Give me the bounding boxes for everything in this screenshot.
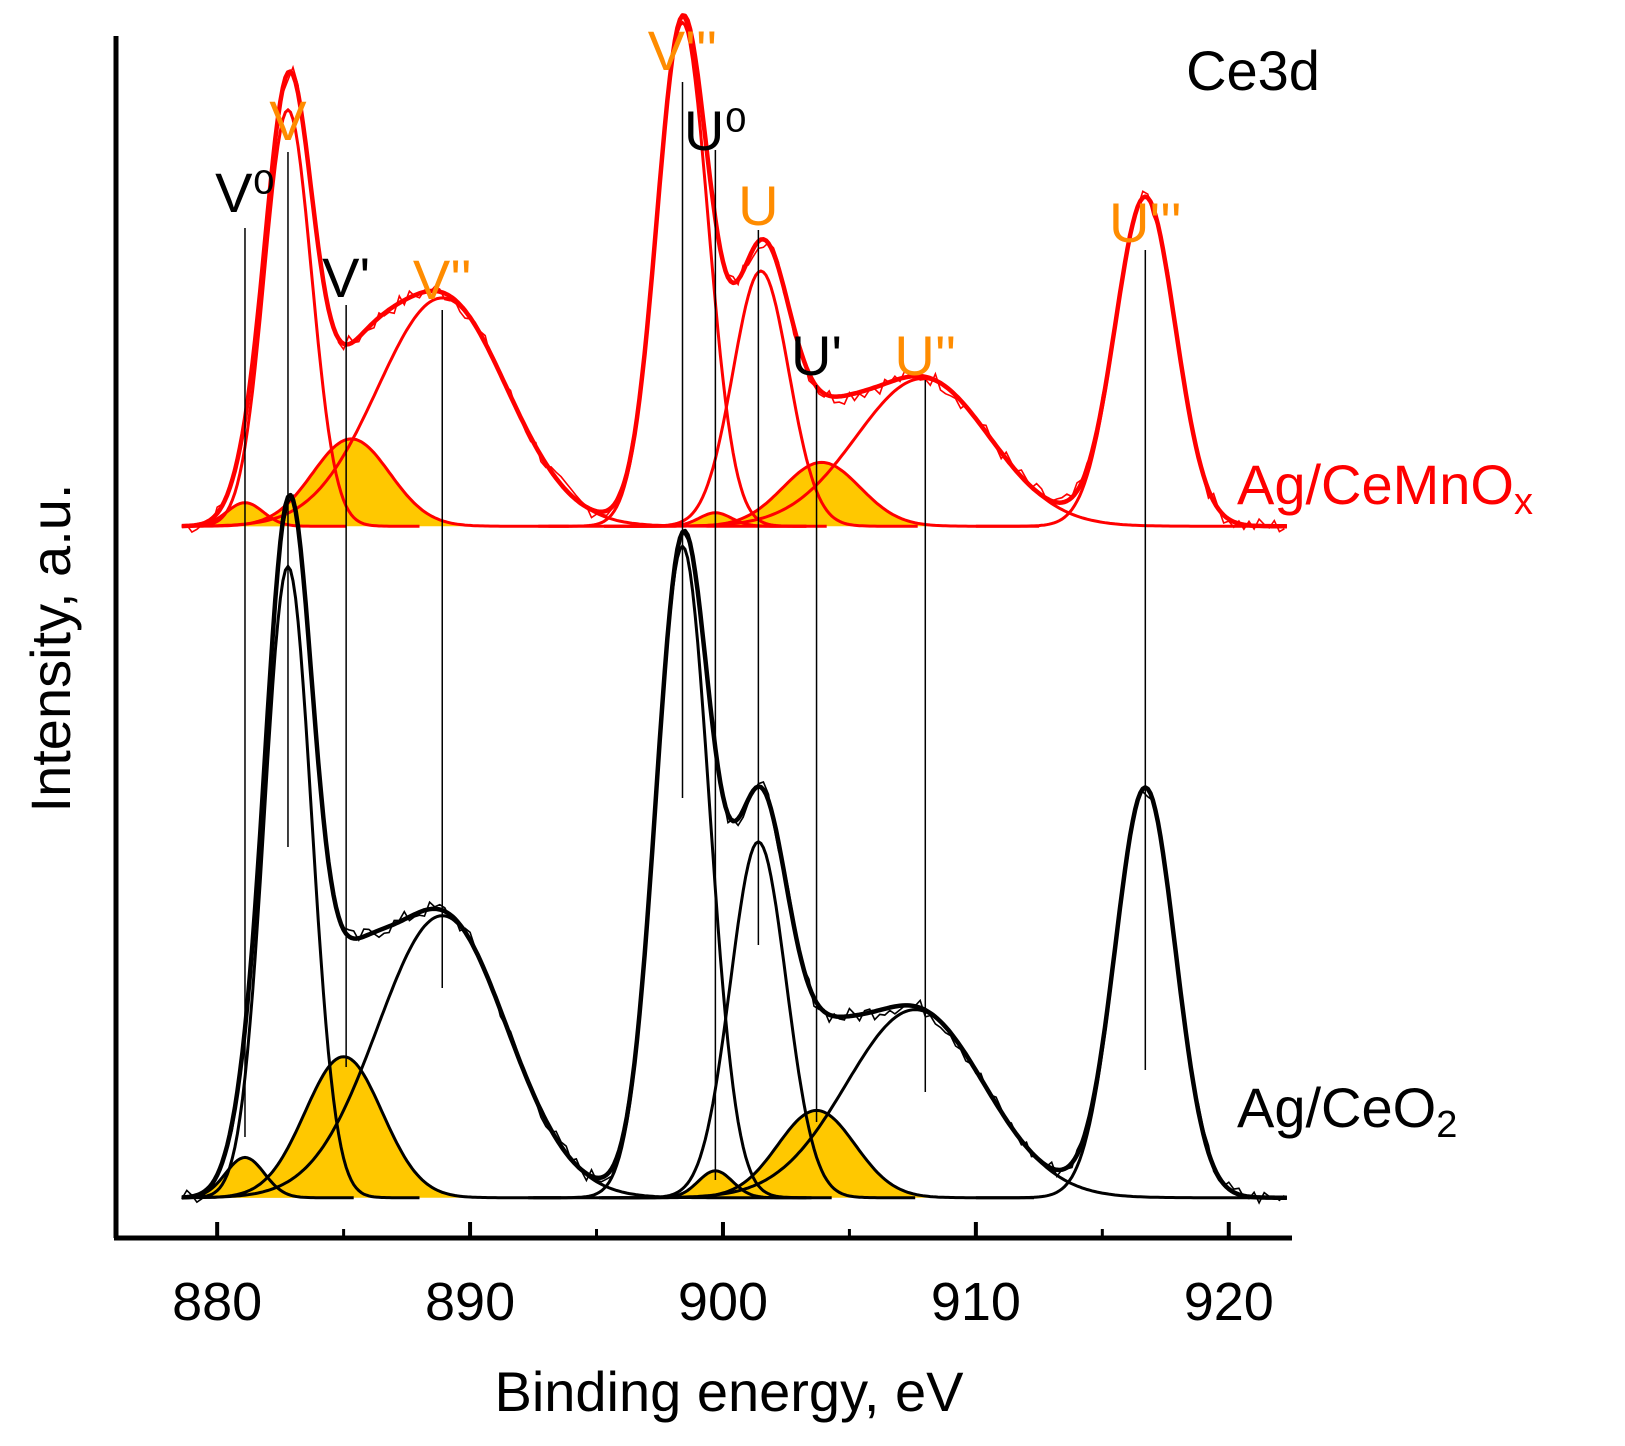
x-axis-label: Binding energy, eV: [494, 1360, 964, 1423]
ce3-fill-2-5: [652, 1170, 779, 1198]
fit-component-2-1: [181, 563, 420, 1200]
axes: 880 890 900 910 920: [113, 36, 1292, 1332]
y-axis-label: Intensity, a.u.: [19, 484, 82, 813]
fit-component-x-8: [548, 376, 1287, 528]
fit-component-2-3: [181, 914, 807, 1200]
peak-label-8: U'': [894, 324, 956, 387]
fit-component-x-1: [181, 107, 420, 528]
peak-label-0: V⁰: [215, 161, 275, 224]
peak-label-6: U: [738, 174, 778, 237]
peak-label-7: U': [791, 324, 842, 387]
ce3-fill-x-5: [657, 512, 777, 527]
ce3-fill-2-2: [199, 1056, 488, 1198]
x-tick-label-920: 920: [1184, 1272, 1274, 1332]
peak-label-9: U''': [1109, 191, 1182, 254]
chart-labels: Ce3d Binding energy, eV Intensity, a.u. …: [19, 19, 1533, 1423]
fit-component-2-2: [181, 1055, 562, 1200]
chart-title: Ce3d: [1186, 39, 1320, 102]
peak-marker-lines: [244, 82, 1147, 1180]
peak-label-2: V': [322, 246, 370, 309]
x-tick-label-880: 880: [172, 1272, 262, 1332]
x-tick-label-890: 890: [425, 1272, 515, 1332]
peak-label-1: V: [269, 89, 307, 152]
fit-component-x-3: [181, 296, 807, 528]
raw-spectrum-x: [181, 14, 1285, 534]
peak-label-3: V'': [413, 248, 472, 311]
raw-spectra: [181, 14, 1285, 1205]
fit-component-2-8: [528, 1008, 1287, 1200]
x-tick-label-910: 910: [931, 1272, 1021, 1332]
peak-label-4: V''': [648, 19, 717, 82]
peak-label-5: U⁰: [684, 99, 747, 162]
series-label-0: Ag/CeMnOx: [1237, 453, 1533, 523]
ce3-fill-x-7: [677, 462, 966, 527]
ce3-fill-2-0: [181, 1157, 316, 1198]
raw-spectrum-2: [181, 493, 1285, 1205]
ce3-fill-x-2: [207, 438, 496, 527]
series-label-1: Ag/CeO2: [1237, 1076, 1457, 1146]
x-tick-label-900: 900: [678, 1272, 768, 1332]
